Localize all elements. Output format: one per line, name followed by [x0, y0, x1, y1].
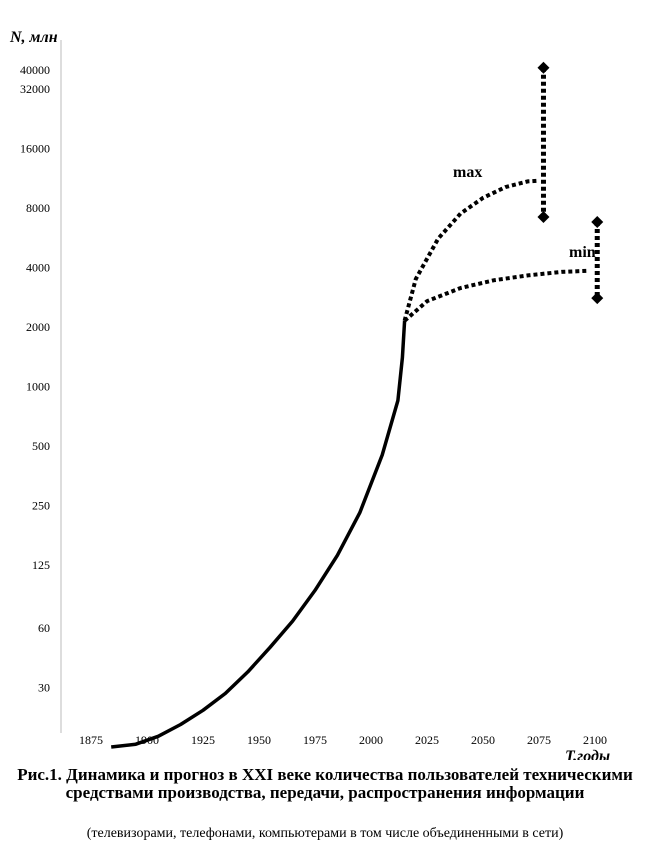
x-tick-label: 1975 [303, 733, 327, 747]
x-ticks: 1875 1900 1925 1950 1975 2000 2025 2050 2075 2100 [79, 733, 607, 747]
y-tick-label: 8000 [26, 201, 50, 215]
range-marker-min-high [591, 215, 604, 228]
x-tick-label: 2050 [471, 733, 495, 747]
range-marker-max-high [537, 61, 550, 74]
y-tick-label: 2000 [26, 320, 50, 334]
x-tick-label: 2100 [583, 733, 607, 747]
x-tick-label: 1925 [191, 733, 215, 747]
range-marker-max-low [537, 211, 550, 224]
x-tick-label: 2000 [359, 733, 383, 747]
x-tick-label: 1875 [79, 733, 103, 747]
series-lines [111, 178, 589, 749]
y-tick-label: 32000 [20, 82, 50, 96]
x-tick-label: 1950 [247, 733, 271, 747]
y-tick-label: 30 [38, 681, 50, 695]
y-tick-label: 60 [38, 621, 50, 635]
series-label-min: min [569, 244, 596, 261]
figure-caption-title: Рис.1. Динамика и прогноз в XXI веке кол… [17, 765, 633, 802]
y-tick-label: 1000 [26, 380, 50, 394]
y-tick-label: 16000 [20, 142, 50, 156]
figure-caption-subtitle: (телевизорами, телефонами, компьютерами … [86, 826, 564, 841]
x-axis-title: T,годы [565, 748, 610, 760]
series-line-max [402, 178, 540, 322]
x-tick-label: 2025 [415, 733, 439, 747]
y-tick-label: 4000 [26, 261, 50, 275]
y-tick-label: 250 [32, 499, 50, 513]
y-ticks: 30 60 125 250 500 1000 2000 4000 8000 16000 32000 4… [20, 63, 50, 695]
y-tick-label: 125 [32, 558, 50, 572]
series-line-min [403, 268, 589, 323]
series-line-actual [111, 320, 407, 749]
y-tick-label: 500 [32, 439, 50, 453]
forecast-ranges [537, 61, 604, 305]
y-axis-title: N, млн [9, 29, 58, 46]
x-tick-label: 2075 [527, 733, 551, 747]
range-marker-min-low [591, 292, 604, 305]
series-label-max: max [453, 164, 482, 181]
y-tick-label: 40000 [20, 63, 50, 77]
chart: N, млн T,годы 30 60 125 250 500 1000 2000 4000 8… [9, 29, 610, 760]
